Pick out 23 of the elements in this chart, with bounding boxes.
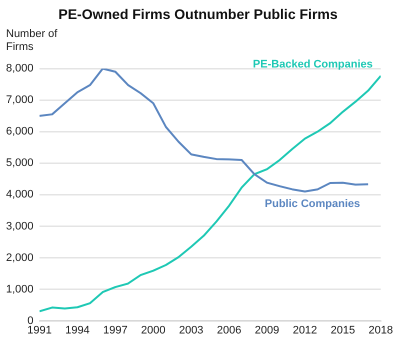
x-tick-label: 1994 [65, 324, 90, 336]
x-tick-label: 2015 [330, 324, 356, 336]
y-tick-label: 2,000 [6, 252, 34, 264]
x-tick-label: 2009 [254, 324, 280, 336]
x-tick-label: 2000 [141, 324, 166, 336]
y-tick-label: 1,000 [6, 283, 34, 296]
series-label: Public Companies [264, 198, 360, 210]
x-tick-label: 1991 [27, 324, 52, 336]
y-tick-label: 4,000 [6, 188, 34, 201]
y-tick-label: 6,000 [6, 126, 34, 138]
x-tick-label: 2003 [178, 324, 204, 336]
x-tick-label: 2018 [368, 324, 394, 336]
x-tick-label: 2012 [292, 324, 318, 336]
y-tick-label: 3,000 [6, 220, 34, 232]
y-tick-label: 5,000 [6, 157, 34, 170]
y-tick-label: 8,000 [6, 62, 34, 75]
y-tick-label: 0 [27, 314, 34, 327]
x-tick-label: 2006 [216, 324, 242, 336]
y-axis-title: Number of Firms [6, 28, 58, 54]
chart-title: PE-Owned Firms Outnumber Public Firms [57, 6, 339, 22]
y-tick-label: 7,000 [6, 94, 34, 106]
series-label: PE-Backed Companies [252, 58, 373, 70]
x-tick-label: 1997 [103, 324, 128, 336]
